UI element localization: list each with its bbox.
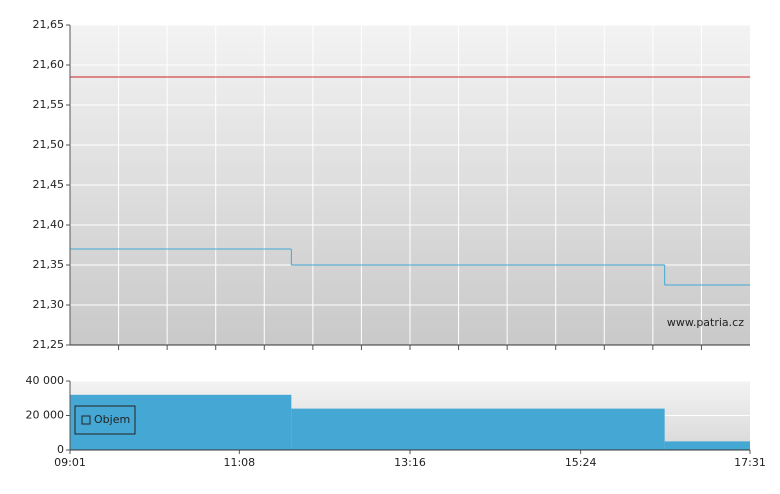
y-tick-label: 20 000 (26, 409, 65, 422)
watermark: www.patria.cz (667, 316, 744, 329)
y-tick-label: 21,55 (33, 98, 65, 111)
x-tick-label: 15:24 (565, 456, 597, 469)
y-tick-label: 21,50 (33, 138, 65, 151)
y-tick-label: 21,25 (33, 338, 65, 351)
x-tick-label: 09:01 (54, 456, 86, 469)
y-tick-label: 40 000 (26, 374, 65, 387)
y-tick-label: 21,60 (33, 58, 65, 71)
y-tick-label: 21,30 (33, 298, 65, 311)
legend-swatch (81, 415, 91, 425)
y-tick-label: 21,35 (33, 258, 65, 271)
legend-label: Objem (94, 413, 130, 426)
x-tick-label: 11:08 (223, 456, 255, 469)
volume-bar (664, 441, 750, 450)
y-tick-label: 21,45 (33, 178, 65, 191)
x-tick-label: 13:16 (394, 456, 426, 469)
y-tick-label: 0 (57, 443, 64, 456)
y-tick-label: 21,40 (33, 218, 65, 231)
x-tick-label: 17:31 (734, 456, 766, 469)
y-tick-label: 21,65 (33, 18, 65, 31)
legend-box (74, 405, 136, 435)
volume-bar (70, 394, 292, 450)
volume-bar (291, 408, 665, 450)
